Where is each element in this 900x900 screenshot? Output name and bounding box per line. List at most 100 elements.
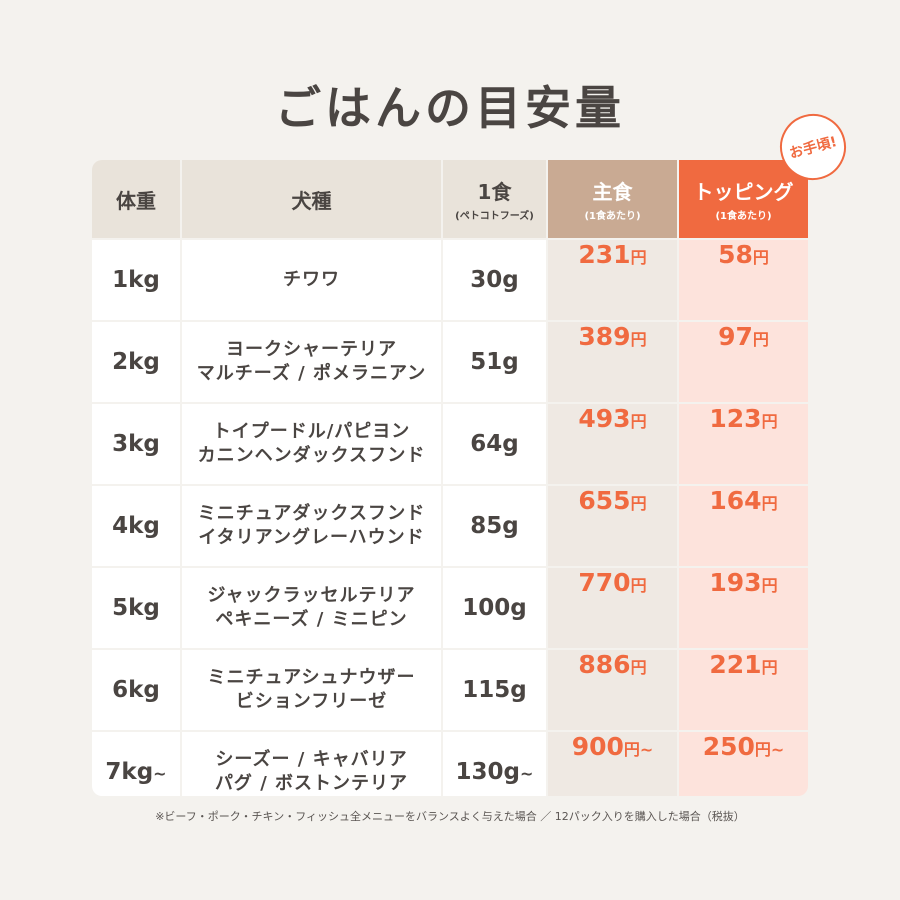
food: 30g xyxy=(470,267,518,293)
price: 97 xyxy=(718,322,753,351)
food-text: 115g xyxy=(462,677,527,703)
weight-text: 1kg xyxy=(112,267,160,293)
price: 655 xyxy=(578,486,631,515)
breed: ミニチュアダックスフンド xyxy=(197,503,426,524)
breed: ミニチュアシュナウザー xyxy=(207,667,416,688)
topping-cell: 58 円 xyxy=(679,240,808,320)
unit: 円 xyxy=(630,576,647,595)
unit: 円 xyxy=(630,494,647,513)
table: 体重 犬種 1食 (ペトコトフーズ) 主食 (1食あたり) トッピング (1食あたり) 1kg チ… xyxy=(92,160,808,796)
price: 221 xyxy=(709,650,762,679)
unit: 円 xyxy=(761,412,778,431)
weight-cell: 4kg xyxy=(92,486,182,566)
food-text: 51g xyxy=(470,349,519,375)
main-cell: 493 円 xyxy=(548,404,679,484)
price: 58 xyxy=(718,240,753,269)
unit: 円 xyxy=(630,412,647,431)
price: 900 xyxy=(571,732,624,761)
header-cell: トッピング (1食あたり) xyxy=(679,160,808,238)
weight: 3kg xyxy=(112,431,160,457)
header-cell: 1食 (ペトコトフーズ) xyxy=(443,160,548,238)
main-cell: 886 円 xyxy=(548,650,679,730)
unit: 円 xyxy=(630,330,647,349)
breed-cell: チワワ xyxy=(182,240,443,320)
topping-cell: 123 円 xyxy=(679,404,808,484)
weight-text: 6kg xyxy=(112,677,160,703)
food-text: 30g xyxy=(470,267,519,293)
unit: 円 xyxy=(752,248,769,267)
food-text: 100g xyxy=(462,595,527,621)
unit: 円 xyxy=(761,576,778,595)
price: 123 xyxy=(709,404,762,433)
food-cell: 115g xyxy=(443,650,548,730)
weight-cell: 6kg xyxy=(92,650,182,730)
header-label: 犬種 xyxy=(291,188,332,213)
food: 85g xyxy=(470,513,518,539)
main-cell: 900 円 ~ xyxy=(548,732,679,796)
topping-cell: 97 円 xyxy=(679,322,808,402)
weight-cell: 5kg xyxy=(92,568,182,648)
unit: 円 xyxy=(630,658,647,677)
breed: マルチーズ / ポメラニアン xyxy=(196,363,427,384)
food: 115g xyxy=(462,677,526,703)
food: 100g xyxy=(462,595,526,621)
price: 250 xyxy=(702,732,755,761)
breed-cell: シーズー / キャバリア パグ / ボストンテリア xyxy=(182,732,443,796)
breed-cell: ジャックラッセルテリア ペキニーズ / ミニピン xyxy=(182,568,443,648)
breed: カニンヘンダックスフンド xyxy=(197,445,426,466)
food-cell: 130g~ xyxy=(443,732,548,796)
price: 493 xyxy=(578,404,631,433)
breed-cell: トイプードル/パピヨン カニンヘンダックスフンド xyxy=(182,404,443,484)
weight-text: 5kg xyxy=(112,595,160,621)
weight: 5kg xyxy=(112,595,160,621)
topping-cell: 250 円 ~ xyxy=(679,732,808,796)
breed: ペキニーズ / ミニピン xyxy=(215,609,408,630)
food-cell: 30g xyxy=(443,240,548,320)
unit: 円 xyxy=(761,494,778,513)
header-label: 主食 xyxy=(592,180,633,204)
breed: チワワ xyxy=(283,269,340,290)
breed: シーズー / キャバリア xyxy=(215,749,408,770)
food-cell: 100g xyxy=(443,568,548,648)
breed-cell: ミニチュアダックスフンド イタリアングレーハウンド xyxy=(182,486,443,566)
weight-cell: 2kg xyxy=(92,322,182,402)
topping-cell: 221 円 xyxy=(679,650,808,730)
unit: 円 xyxy=(630,248,647,267)
main-cell: 655 円 xyxy=(548,486,679,566)
weight-text: 2kg xyxy=(112,349,160,375)
header-cell: 犬種 xyxy=(182,160,443,238)
weight-text: 7kg xyxy=(105,759,154,785)
breed-cell: ミニチュアシュナウザー ビションフリーゼ xyxy=(182,650,443,730)
header-label: 体重 xyxy=(116,188,156,213)
breed: パグ / ボストンテリア xyxy=(214,773,409,794)
topping-cell: 193 円 xyxy=(679,568,808,648)
price: 770 xyxy=(578,568,631,597)
price: 389 xyxy=(578,322,631,351)
food-cell: 85g xyxy=(443,486,548,566)
price: 193 xyxy=(709,568,762,597)
breed: ヨークシャーテリア xyxy=(226,339,397,360)
food-cell: 64g xyxy=(443,404,548,484)
header-label: トッピング xyxy=(693,180,794,204)
unit: 円 xyxy=(754,740,771,759)
unit: 円 xyxy=(623,740,640,759)
food-cell: 51g xyxy=(443,322,548,402)
header-cell: 体重 xyxy=(92,160,182,238)
weight-text: 4kg xyxy=(112,513,160,539)
suffix: ~ xyxy=(520,764,534,783)
unit: 円 xyxy=(752,330,769,349)
food-text: 85g xyxy=(470,513,519,539)
unit: 円 xyxy=(761,658,778,677)
weight: 1kg xyxy=(112,267,160,293)
header-cell: 主食 (1食あたり) xyxy=(548,160,679,238)
weight: 7kg~ xyxy=(105,759,166,785)
weight-cell: 3kg xyxy=(92,404,182,484)
breed: イタリアングレーハウンド xyxy=(198,527,425,548)
weight-cell: 7kg~ xyxy=(92,732,182,796)
header-sub: (1食あたり) xyxy=(715,211,772,222)
food-text: 64g xyxy=(470,431,519,457)
suffix: ~ xyxy=(770,740,785,759)
breed-cell: ヨークシャーテリアマルチーズ / ポメラニアン xyxy=(182,322,443,402)
breed: トイプードル/パピヨン xyxy=(212,421,411,442)
